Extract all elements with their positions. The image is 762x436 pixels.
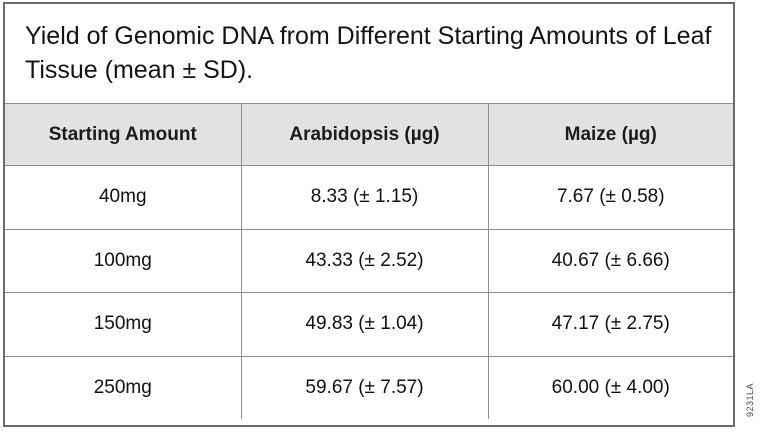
cell-maize-yield: 7.67 (± 0.58) xyxy=(487,165,733,230)
cell-maize-yield: 40.67 (± 6.66) xyxy=(487,228,733,293)
table-row: 100mg 43.33 (± 2.52) 40.67 (± 6.66) xyxy=(5,228,733,293)
figure-title: Yield of Genomic DNA from Different Star… xyxy=(25,22,712,84)
col-header-starting-amount: Starting Amount xyxy=(5,103,242,166)
cell-arabidopsis-yield: 59.67 (± 7.57) xyxy=(240,355,489,419)
figure-code-vertical: 9231LA xyxy=(738,368,762,432)
cell-starting-amount: 250mg xyxy=(5,355,242,419)
table-row: 250mg 59.67 (± 7.57) 60.00 (± 4.00) xyxy=(5,355,733,419)
cell-maize-yield: 47.17 (± 2.75) xyxy=(487,292,733,357)
figure-code-text: 9231LA xyxy=(745,382,755,418)
col-header-maize: Maize (µg) xyxy=(487,103,733,166)
table-row: 150mg 49.83 (± 1.04) 47.17 (± 2.75) xyxy=(5,292,733,357)
cell-starting-amount: 40mg xyxy=(5,165,242,230)
cell-maize-yield: 60.00 (± 4.00) xyxy=(487,355,733,419)
cell-arabidopsis-yield: 43.33 (± 2.52) xyxy=(240,228,489,293)
table-header-row: Starting Amount Arabidopsis (µg) Maize (… xyxy=(5,103,733,166)
cell-arabidopsis-yield: 49.83 (± 1.04) xyxy=(240,292,489,357)
col-header-arabidopsis: Arabidopsis (µg) xyxy=(240,103,489,166)
cell-starting-amount: 100mg xyxy=(5,228,242,293)
cell-arabidopsis-yield: 8.33 (± 1.15) xyxy=(240,165,489,230)
figure-frame: Yield of Genomic DNA from Different Star… xyxy=(3,2,735,427)
cell-starting-amount: 150mg xyxy=(5,292,242,357)
table-row: 40mg 8.33 (± 1.15) 7.67 (± 0.58) xyxy=(5,165,733,230)
genomic-dna-yield-table: Starting Amount Arabidopsis (µg) Maize (… xyxy=(5,103,733,419)
